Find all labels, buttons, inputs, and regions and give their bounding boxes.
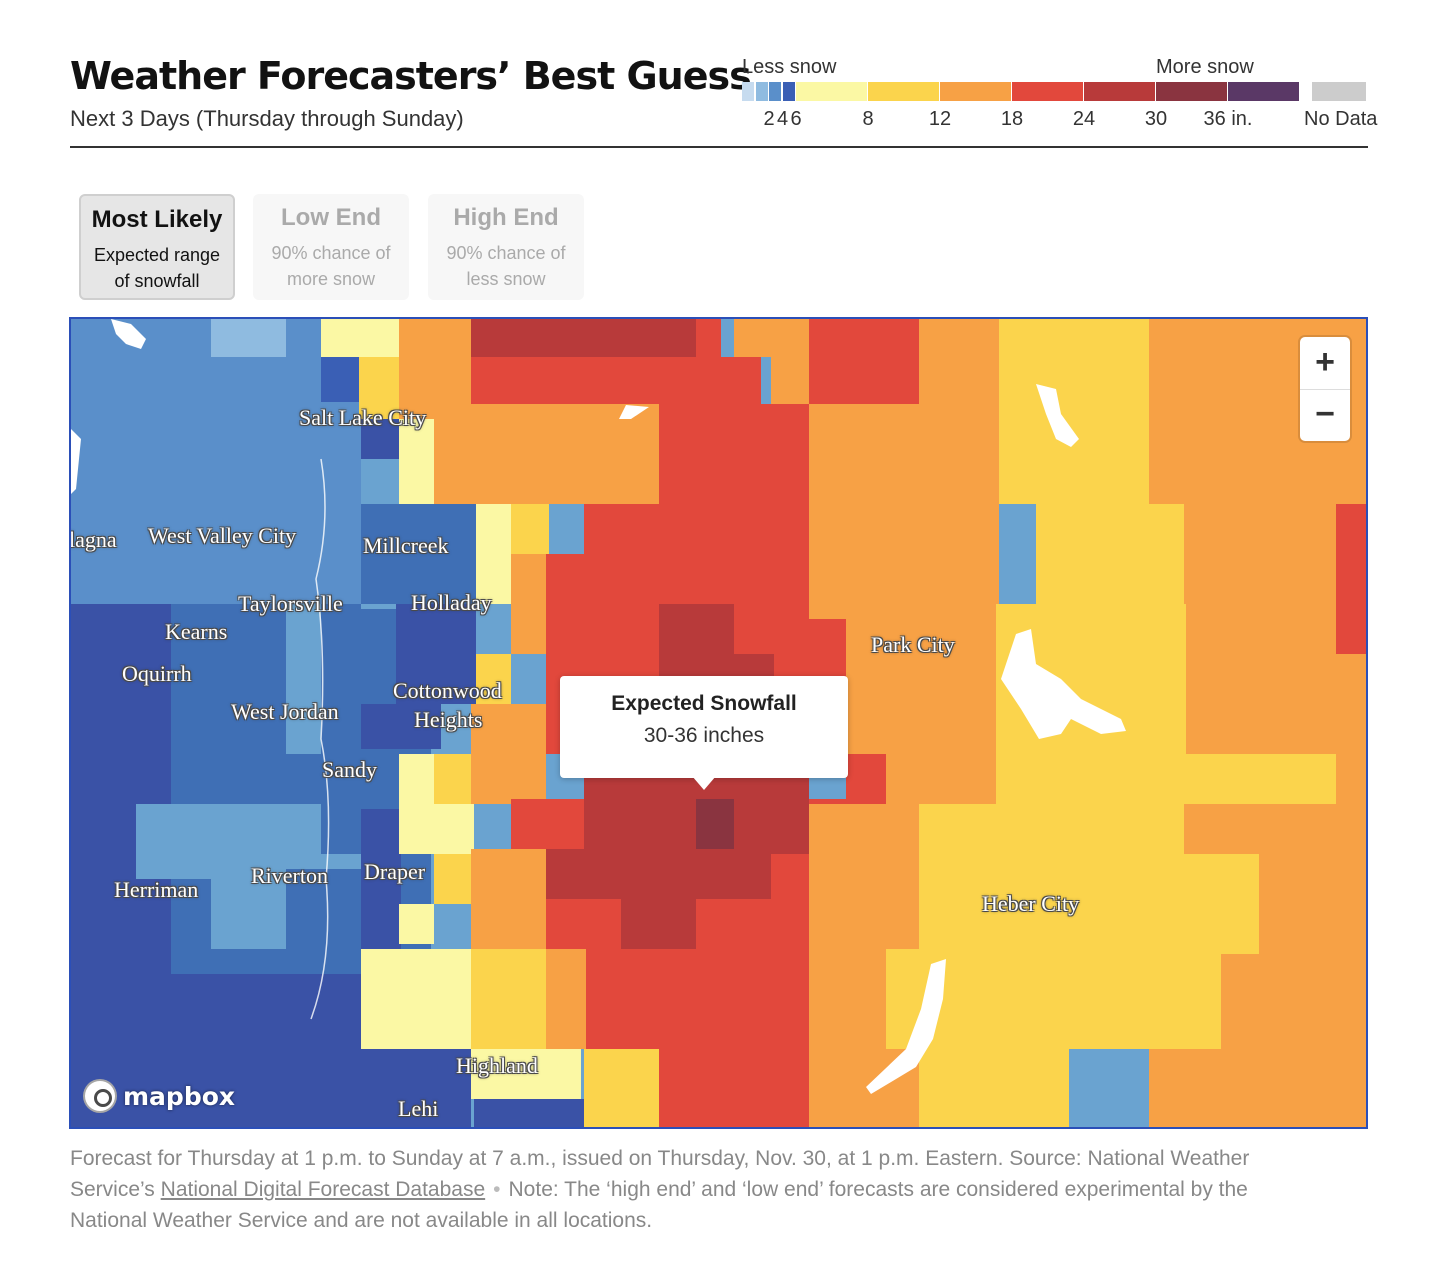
place-oquirrh: Oquirrh — [122, 661, 192, 686]
legend-tick-label: 4 — [776, 108, 789, 130]
legend-tick-label: 12 — [928, 108, 952, 130]
legend-tick-label: 6 — [790, 108, 802, 130]
legend-tick-label: 8 — [862, 108, 874, 130]
tooltip-value: 30-36 inches — [643, 724, 765, 747]
legend-swatch — [796, 82, 867, 101]
place-sandy: Sandy — [322, 757, 377, 782]
tab-low-end[interactable]: Low End 90% chance of more snow — [253, 194, 409, 300]
mapbox-logo-icon — [83, 1079, 117, 1113]
tab-high-end[interactable]: High End 90% chance of less snow — [428, 194, 584, 300]
page-title: Weather Forecasters’ Best Guess — [70, 54, 752, 98]
place-west-jordan: West Jordan — [231, 699, 339, 724]
place-heber-city: Heber City — [982, 891, 1080, 916]
footnote-text-2: Note: The ‘high end’ and ‘low end’ forec… — [70, 1178, 1248, 1232]
tab-high-end-desc: 90% chance of less snow — [446, 243, 566, 289]
legend-tick-label: 18 — [1000, 108, 1024, 130]
legend-swatch — [1228, 82, 1299, 101]
legend-no-data-swatch — [1312, 82, 1366, 101]
legend-tick-label: 30 — [1144, 108, 1168, 130]
place-west-valley-city: West Valley City — [148, 523, 297, 548]
legend-color-bar — [742, 82, 1299, 101]
place-highland: Highland — [456, 1053, 538, 1078]
legend-tick-label: 24 — [1072, 108, 1096, 130]
footnote-text-1: Forecast for Thursday at 1 p.m. to Sunda… — [70, 1147, 1250, 1201]
legend-tick-label: 36 in. — [1203, 108, 1253, 130]
tab-most-likely[interactable]: Most Likely Expected range of snowfall — [79, 194, 235, 300]
legend-swatch — [868, 82, 939, 101]
legend-swatch — [940, 82, 1011, 101]
place-holladay: Holladay — [411, 590, 492, 615]
tooltip-pointer — [692, 776, 716, 790]
place-draper: Draper — [364, 859, 426, 884]
place-salt-lake-city: Salt Lake City — [299, 405, 427, 430]
place-cottonwood: Cottonwood — [393, 678, 502, 703]
place-riverton: Riverton — [251, 863, 328, 888]
snowfall-map[interactable]: Salt Lake City lagna West Valley City Mi… — [69, 317, 1368, 1129]
legend-swatch — [1084, 82, 1155, 101]
legend-less-snow-label: Less snow — [742, 56, 837, 78]
zoom-control: + − — [1300, 337, 1350, 441]
legend-swatch — [769, 82, 781, 101]
page-subtitle: Next 3 Days (Thursday through Sunday) — [70, 106, 464, 131]
tab-low-end-title: Low End — [281, 204, 381, 231]
place-magna: lagna — [69, 527, 117, 552]
tab-most-likely-title: Most Likely — [91, 206, 223, 233]
place-park-city: Park City — [871, 632, 955, 657]
mapbox-logo-text: mapbox — [123, 1081, 236, 1111]
place-heights: Heights — [414, 707, 483, 732]
tab-most-likely-desc: Expected range of snowfall — [93, 245, 221, 291]
snowfall-legend: Less snow More snow No Data 2 4 6 8 12 18 24 30… — [742, 52, 1382, 142]
legend-no-data-label: No Data — [1304, 108, 1378, 130]
ndfd-link[interactable]: National Digital Forecast Database — [160, 1178, 486, 1201]
tab-low-end-desc: 90% chance of more snow — [271, 243, 391, 289]
legend-swatch — [755, 82, 768, 101]
footnote-bullet: • — [493, 1178, 501, 1201]
legend-tick-label: 2 — [763, 108, 775, 130]
header-divider — [70, 146, 1368, 148]
zoom-in-button[interactable]: + — [1300, 337, 1350, 390]
mapbox-attribution[interactable]: mapbox — [83, 1079, 235, 1115]
legend-swatch — [742, 82, 754, 101]
tab-high-end-title: High End — [453, 204, 559, 231]
zoom-out-button[interactable]: − — [1315, 395, 1335, 433]
legend-swatch — [1156, 82, 1227, 101]
place-millcreek: Millcreek — [363, 533, 449, 558]
place-taylorsville: Taylorsville — [238, 591, 343, 616]
footnote: Forecast for Thursday at 1 p.m. to Sunda… — [70, 1143, 1310, 1236]
place-lehi: Lehi — [398, 1096, 439, 1121]
tooltip-title: Expected Snowfall — [611, 692, 797, 715]
legend-more-snow-label: More snow — [1156, 56, 1254, 78]
place-kearns: Kearns — [165, 619, 228, 644]
snowfall-tooltip: Expected Snowfall 30-36 inches — [560, 676, 848, 790]
legend-swatch — [1012, 82, 1083, 101]
legend-swatch — [782, 82, 795, 101]
place-herriman: Herriman — [114, 877, 199, 902]
